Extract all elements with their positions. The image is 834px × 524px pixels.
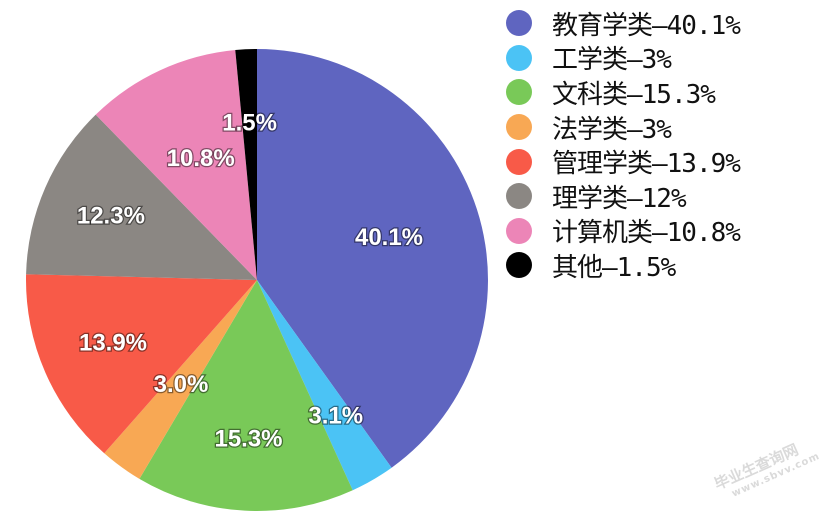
pie-slice-3 bbox=[139, 280, 353, 511]
pie-slice-8 bbox=[235, 49, 257, 280]
legend-item-1: 教育学类—40.1% bbox=[506, 6, 741, 41]
legend-swatch bbox=[506, 10, 532, 37]
legend-label: 法学类—3% bbox=[552, 114, 672, 145]
slice-label-5: 13.9% bbox=[79, 329, 147, 356]
slice-label-3: 15.3% bbox=[214, 426, 282, 453]
slice-label-1: 40.1% bbox=[355, 224, 423, 251]
slice-label-7: 10.8% bbox=[167, 145, 235, 172]
legend-label: 其他—1.5% bbox=[552, 252, 676, 283]
slice-label-2: 3.1% bbox=[308, 403, 363, 430]
legend-item-6: 理学类—12% bbox=[506, 179, 740, 214]
legend-item-7: 计算机类—10.8% bbox=[506, 214, 741, 249]
slice-label-4: 3.0% bbox=[154, 371, 209, 398]
pie-slice-6 bbox=[26, 114, 257, 281]
legend-item-4: 法学类—3% bbox=[506, 110, 740, 145]
legend-swatch bbox=[506, 148, 532, 175]
pie-slice-2 bbox=[257, 280, 392, 491]
chart-legend: 教育学类—40.1% 工学类—3% 文科类—15.3% 法学类—3% 管理学类—13.9… bbox=[506, 6, 741, 283]
pie-slice-5 bbox=[25, 274, 257, 454]
pie-slice-1 bbox=[257, 49, 488, 468]
legend-label: 管理学类—13.9% bbox=[552, 149, 741, 180]
legend-label: 工学类—3% bbox=[552, 45, 672, 76]
legend-swatch bbox=[506, 183, 532, 210]
pie-slice-7 bbox=[95, 50, 257, 280]
legend-item-8: 其他—1.5% bbox=[506, 248, 740, 283]
slice-label-8: 1.5% bbox=[222, 110, 277, 137]
pie-slice-4 bbox=[104, 280, 258, 479]
legend-swatch bbox=[506, 79, 532, 106]
legend-item-3: 文科类—15.3% bbox=[506, 75, 740, 110]
legend-item-2: 工学类—3% bbox=[506, 41, 740, 76]
legend-swatch bbox=[506, 114, 532, 141]
legend-label: 计算机类—10.8% bbox=[552, 218, 741, 249]
legend-item-5: 管理学类—13.9% bbox=[506, 144, 741, 180]
legend-label: 教育学类—40.1% bbox=[552, 10, 741, 41]
slice-label-6: 12.3% bbox=[77, 203, 145, 230]
legend-swatch bbox=[506, 44, 532, 71]
legend-swatch bbox=[506, 252, 532, 279]
legend-swatch bbox=[506, 217, 532, 244]
legend-label: 理学类—12% bbox=[552, 183, 687, 214]
legend-label: 文科类—15.3% bbox=[552, 79, 716, 110]
